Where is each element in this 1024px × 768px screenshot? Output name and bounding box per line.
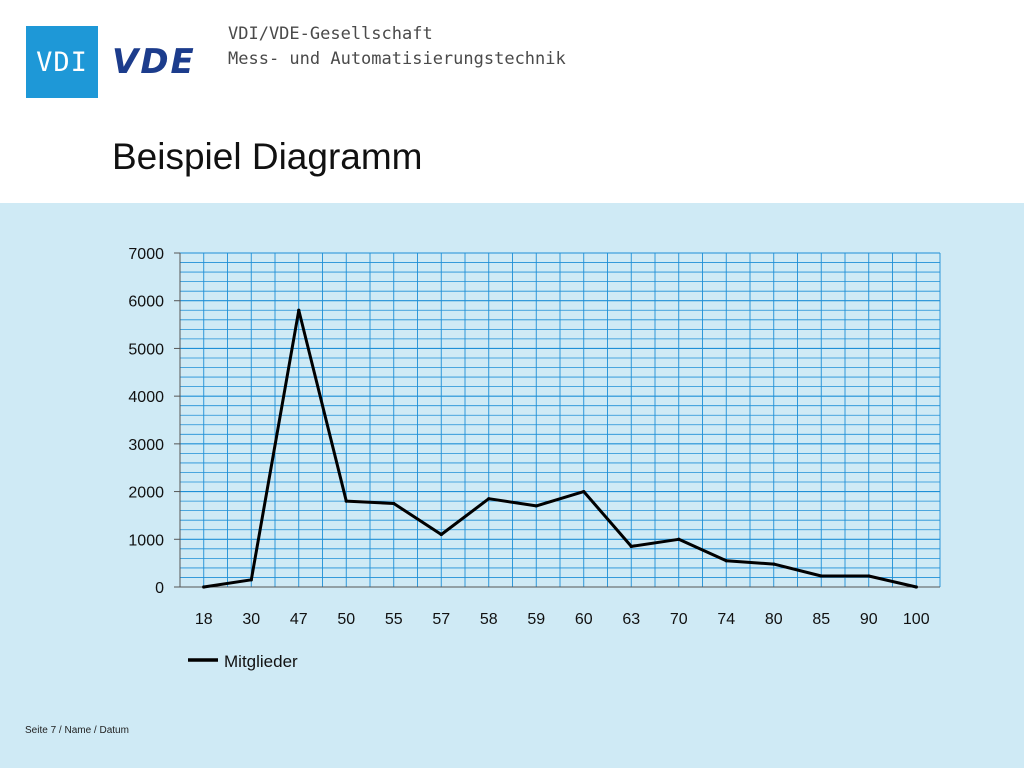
data-point <box>439 532 443 537</box>
data-point <box>867 574 871 578</box>
data-point <box>534 504 538 508</box>
x-tick-label: 85 <box>812 611 830 628</box>
vde-logo: VDE <box>112 42 196 82</box>
y-tick-label: 4000 <box>128 389 164 406</box>
x-tick-label: 70 <box>670 611 688 628</box>
x-tick-label: 59 <box>527 611 545 628</box>
footer: Seite 7 / Name / Datum <box>25 725 129 736</box>
chart-legend: Mitglieder <box>188 652 298 671</box>
x-tick-label: 50 <box>337 611 355 628</box>
line-chart: 0 1000 2000 3000 4000 5000 6000 7000 18 30 47 50 55… <box>128 246 941 671</box>
data-point <box>344 499 348 503</box>
legend-label: Mitglieder <box>224 652 298 671</box>
data-point <box>772 562 776 566</box>
data-point <box>724 559 728 563</box>
y-tick-label: 3000 <box>128 437 164 454</box>
data-point <box>297 308 301 312</box>
data-point <box>914 585 918 589</box>
organization-subtitle: Mess- und Automatisierungstechnik <box>228 49 566 69</box>
x-tick-label: 55 <box>385 611 403 628</box>
x-tick-label: 74 <box>717 611 735 628</box>
organization-name: VDI/VDE-Gesellschaft <box>228 24 433 44</box>
data-point <box>487 497 491 501</box>
page-title: Beispiel Diagramm <box>112 136 423 177</box>
y-tick-label: 6000 <box>128 294 164 311</box>
x-tick-label: 100 <box>903 611 930 628</box>
y-tick-label: 0 <box>155 580 164 597</box>
data-point <box>629 544 633 549</box>
y-tick-label: 5000 <box>128 341 164 358</box>
x-tick-label: 60 <box>575 611 593 628</box>
header: VDI VDE VDI/VDE-Gesellschaft Mess- und A… <box>0 0 1024 203</box>
x-tick-label: 18 <box>195 611 213 628</box>
data-point <box>249 578 253 582</box>
data-point <box>202 585 206 589</box>
y-axis-tick-labels: 0 1000 2000 3000 4000 5000 6000 7000 <box>128 246 164 597</box>
content-panel <box>0 203 1024 768</box>
x-tick-label: 58 <box>480 611 498 628</box>
data-point <box>392 501 396 506</box>
chart-series <box>202 308 918 589</box>
data-point <box>677 537 681 541</box>
y-tick-label: 2000 <box>128 485 164 502</box>
x-tick-label: 47 <box>290 611 308 628</box>
y-tick-label: 1000 <box>128 532 164 549</box>
chart-axes <box>174 252 940 588</box>
data-point <box>582 489 586 494</box>
chart-grid <box>179 252 941 588</box>
series-line-mitglieder <box>202 308 918 589</box>
x-tick-label: 90 <box>860 611 878 628</box>
x-axis-tick-labels: 18 30 47 50 55 57 58 59 60 63 70 74 80 85 90 100 <box>195 611 930 628</box>
x-tick-label: 30 <box>242 611 260 628</box>
y-tick-label: 7000 <box>128 246 164 263</box>
x-tick-label: 57 <box>432 611 450 628</box>
vdi-logo: VDI <box>26 26 98 98</box>
data-point <box>819 574 823 578</box>
x-tick-label: 80 <box>765 611 783 628</box>
x-tick-label: 63 <box>622 611 640 628</box>
